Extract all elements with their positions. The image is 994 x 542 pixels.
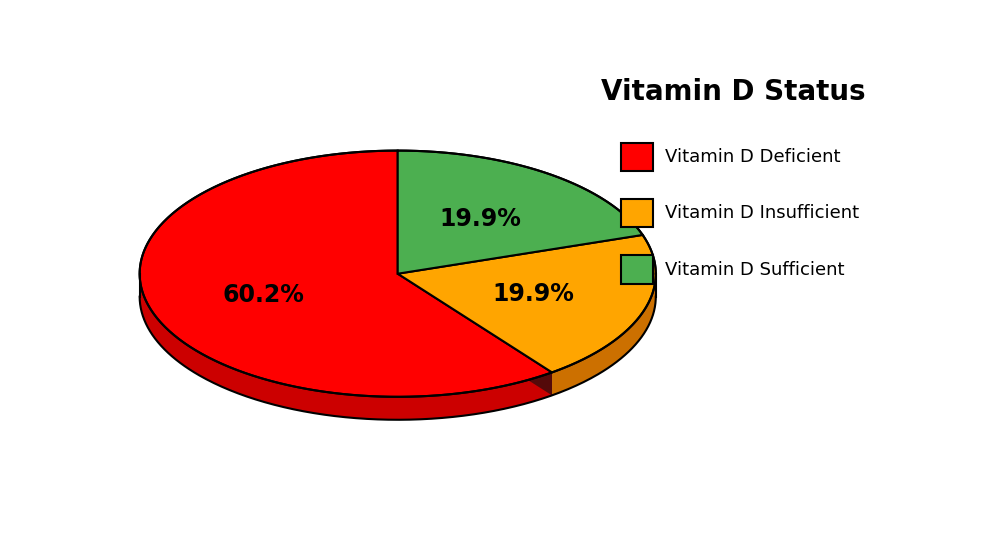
Polygon shape	[398, 151, 643, 274]
Polygon shape	[140, 151, 552, 397]
FancyBboxPatch shape	[621, 199, 653, 228]
Polygon shape	[398, 274, 552, 395]
Text: 19.9%: 19.9%	[440, 207, 522, 231]
Text: Vitamin D Status: Vitamin D Status	[600, 78, 865, 106]
Text: 19.9%: 19.9%	[492, 282, 575, 306]
Polygon shape	[398, 235, 656, 372]
Polygon shape	[398, 274, 552, 395]
Polygon shape	[140, 275, 552, 420]
FancyBboxPatch shape	[621, 255, 653, 283]
FancyBboxPatch shape	[621, 143, 653, 171]
Polygon shape	[552, 274, 656, 395]
Text: Vitamin D Deficient: Vitamin D Deficient	[665, 148, 841, 166]
Text: Vitamin D Sufficient: Vitamin D Sufficient	[665, 261, 845, 279]
Text: Vitamin D Insufficient: Vitamin D Insufficient	[665, 204, 859, 222]
Text: 60.2%: 60.2%	[222, 283, 304, 307]
